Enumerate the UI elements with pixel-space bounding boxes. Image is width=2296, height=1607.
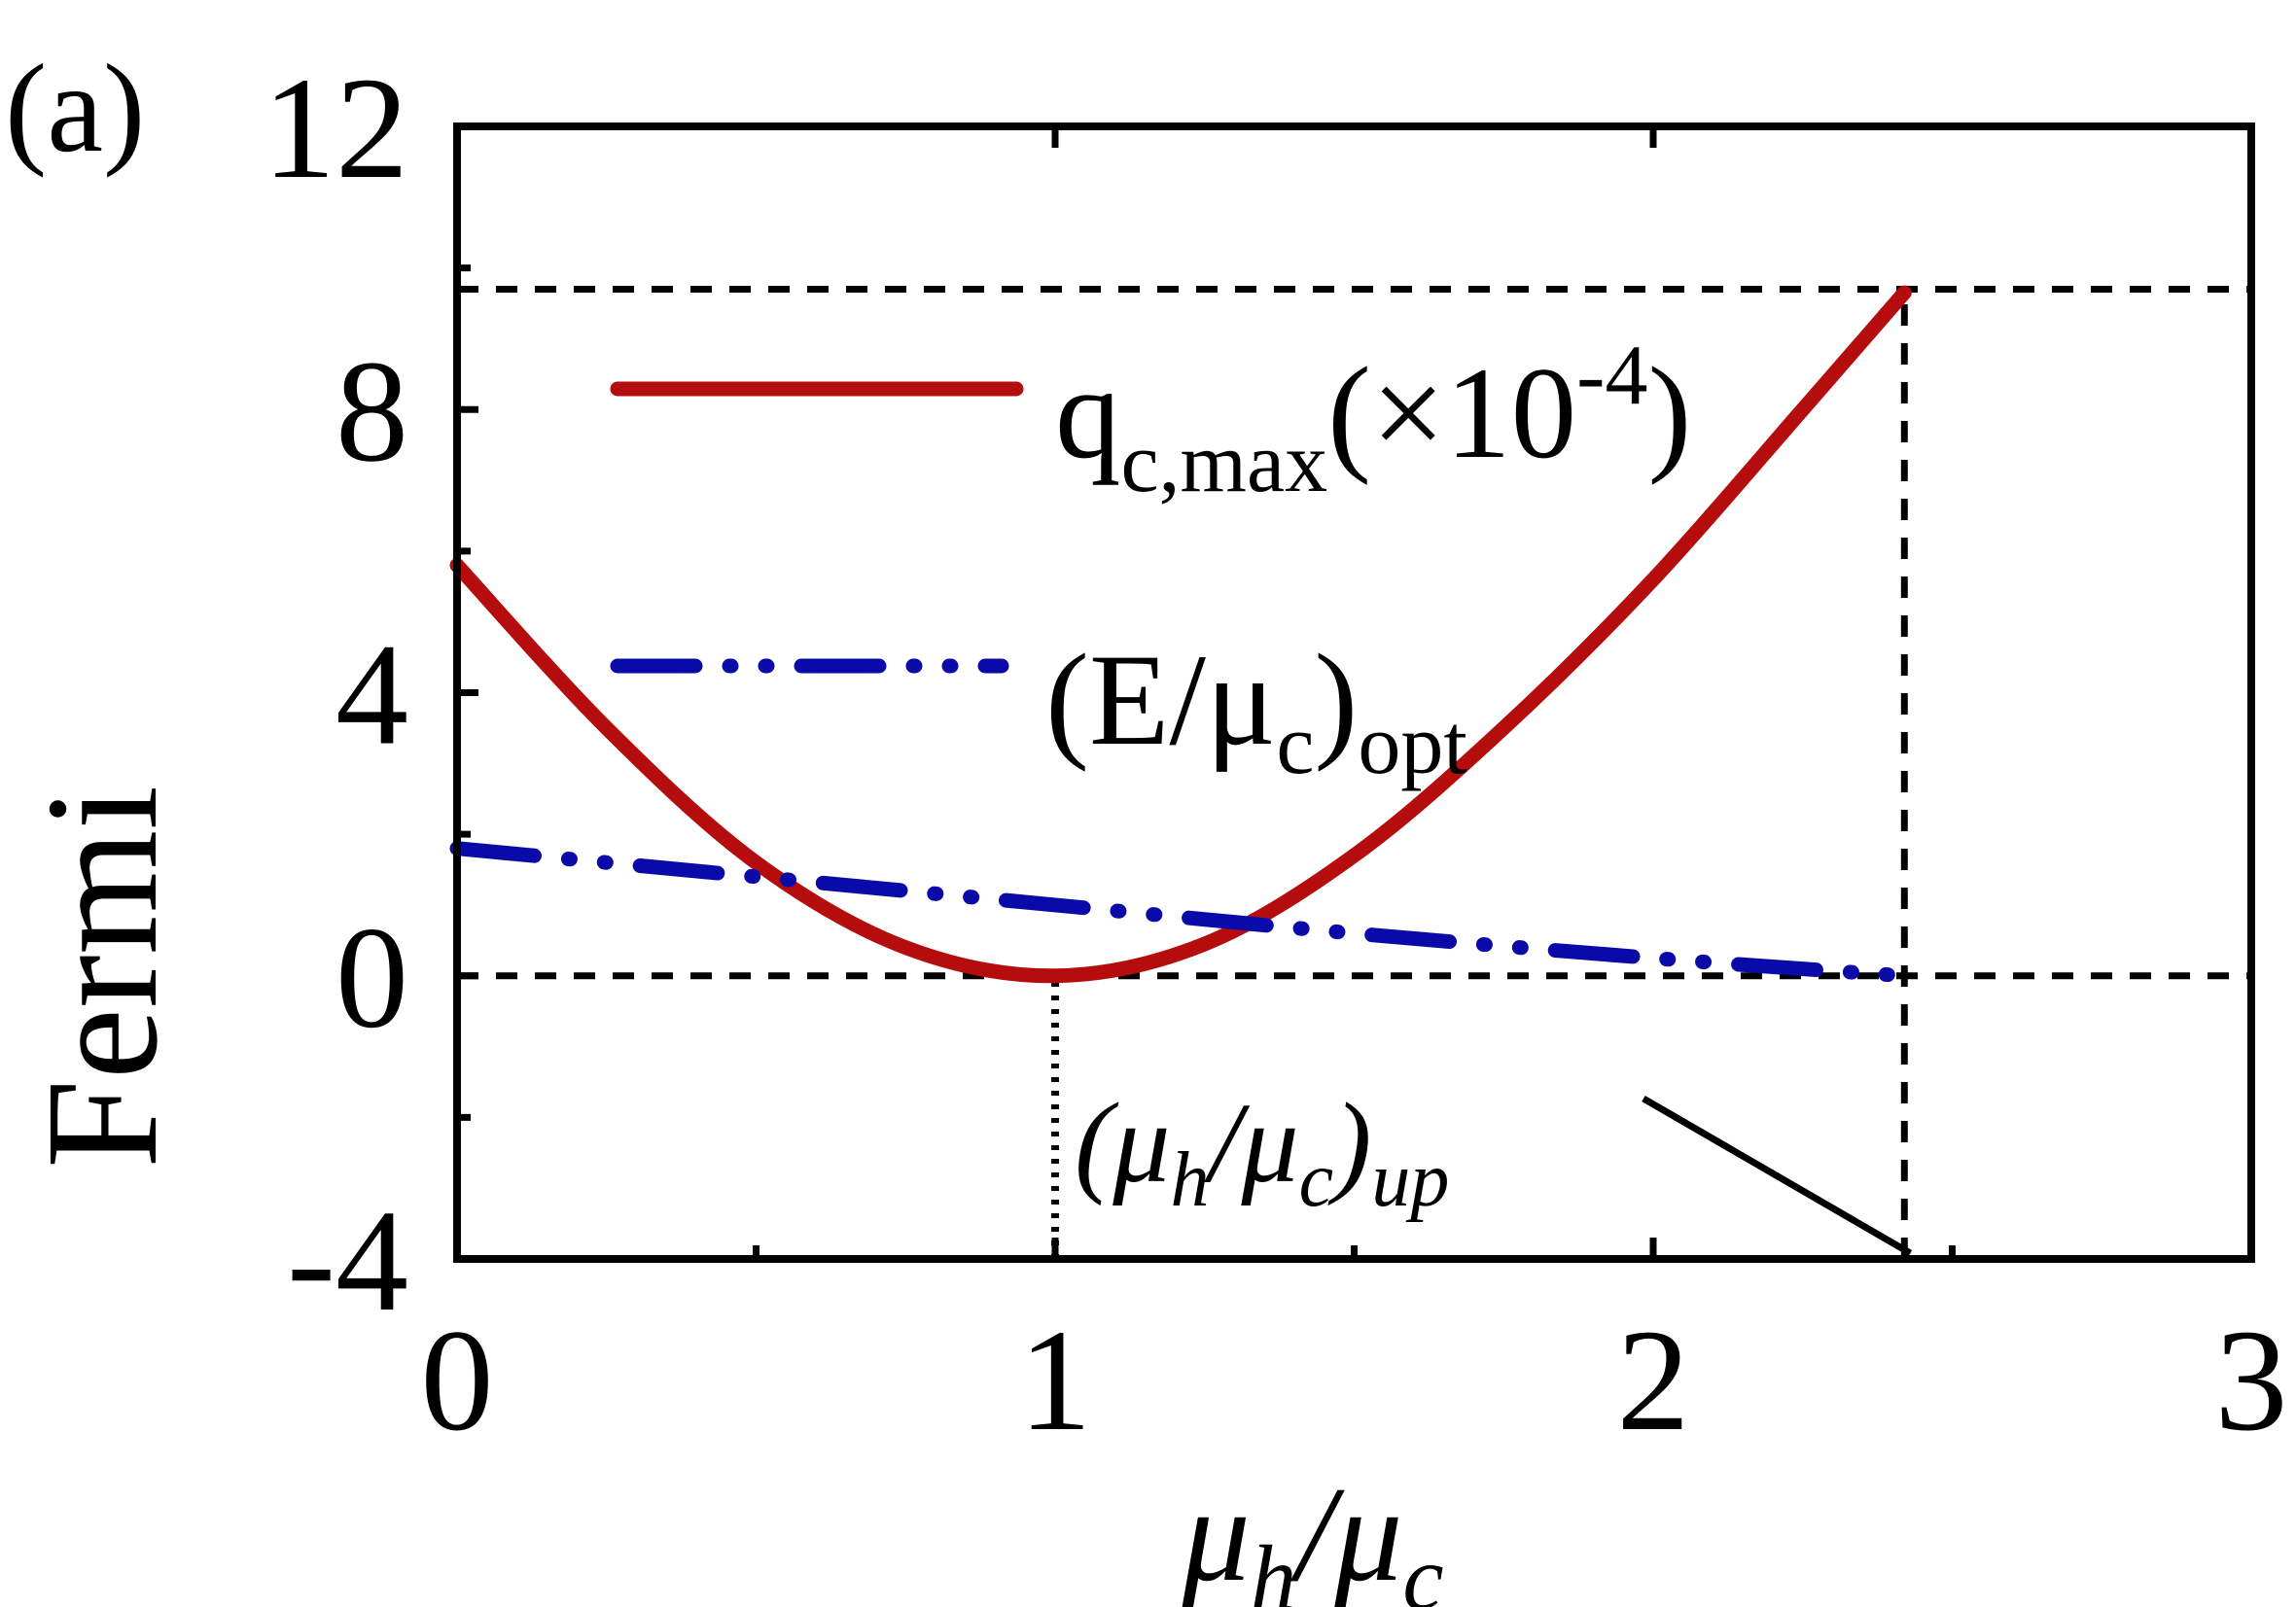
legend-e-sub2: opt	[1358, 698, 1466, 792]
ann-open: (	[1075, 1079, 1119, 1206]
legend-label-e: (E/μc)opt	[1045, 628, 1467, 792]
x-tick-label: 2	[1617, 1300, 1690, 1461]
annotation-label: (μh/μc)up	[1075, 1079, 1449, 1223]
ann-base: μ	[1112, 1079, 1170, 1206]
series-line-e	[449, 841, 1912, 984]
panel-label: (a)	[5, 39, 145, 179]
ann-close: )	[1327, 1079, 1371, 1206]
ann-sub1: h	[1171, 1137, 1210, 1223]
legend-label-qc: qc,max(×10-4)	[1055, 329, 1691, 510]
ann-base2: μ	[1240, 1079, 1298, 1206]
x-tick-label: 3	[2215, 1300, 2288, 1461]
y-tick-label: 4	[336, 614, 408, 776]
legend: qc,max(×10-4) (E/μc)opt	[610, 329, 1691, 792]
x-label-base2: μ	[1333, 1459, 1402, 1607]
y-tick-label: 0	[336, 897, 408, 1059]
series-line-qc	[449, 285, 1912, 984]
x-label-sub1: h	[1251, 1526, 1297, 1607]
y-tick-label: -4	[287, 1180, 408, 1342]
annotation-up: (μh/μc)up	[1075, 1079, 1913, 1257]
x-tick-label: 0	[421, 1300, 494, 1461]
y-tick-label: 12	[263, 48, 408, 209]
y-axis-label: Fermi	[13, 786, 191, 1169]
axis-ticks	[453, 122, 2255, 1263]
ann-sub3: up	[1371, 1137, 1449, 1223]
legend-e-sub: c	[1276, 698, 1314, 792]
series-layer	[449, 285, 1912, 984]
x-axis-label: μh/μc	[1181, 1459, 1443, 1607]
ann-sub2: c	[1299, 1137, 1334, 1223]
legend-qc-sub: c,max	[1121, 416, 1328, 510]
reference-lines	[457, 285, 2251, 1259]
x-label-sub2: c	[1402, 1526, 1443, 1607]
legend-qc-main: q	[1055, 341, 1121, 486]
y-tick-label: 8	[336, 331, 408, 492]
legend-qc-close: )	[1647, 341, 1691, 486]
legend-qc-sup: -4	[1576, 329, 1647, 423]
legend-qc-suffix: (×10	[1327, 341, 1576, 486]
x-tick-label: 1	[1019, 1300, 1092, 1461]
legend-e-main: (E/μ	[1045, 628, 1276, 773]
x-label-base: μ	[1181, 1459, 1250, 1607]
annotation-arrow	[1642, 1095, 1913, 1257]
legend-e-close: )	[1314, 628, 1358, 773]
